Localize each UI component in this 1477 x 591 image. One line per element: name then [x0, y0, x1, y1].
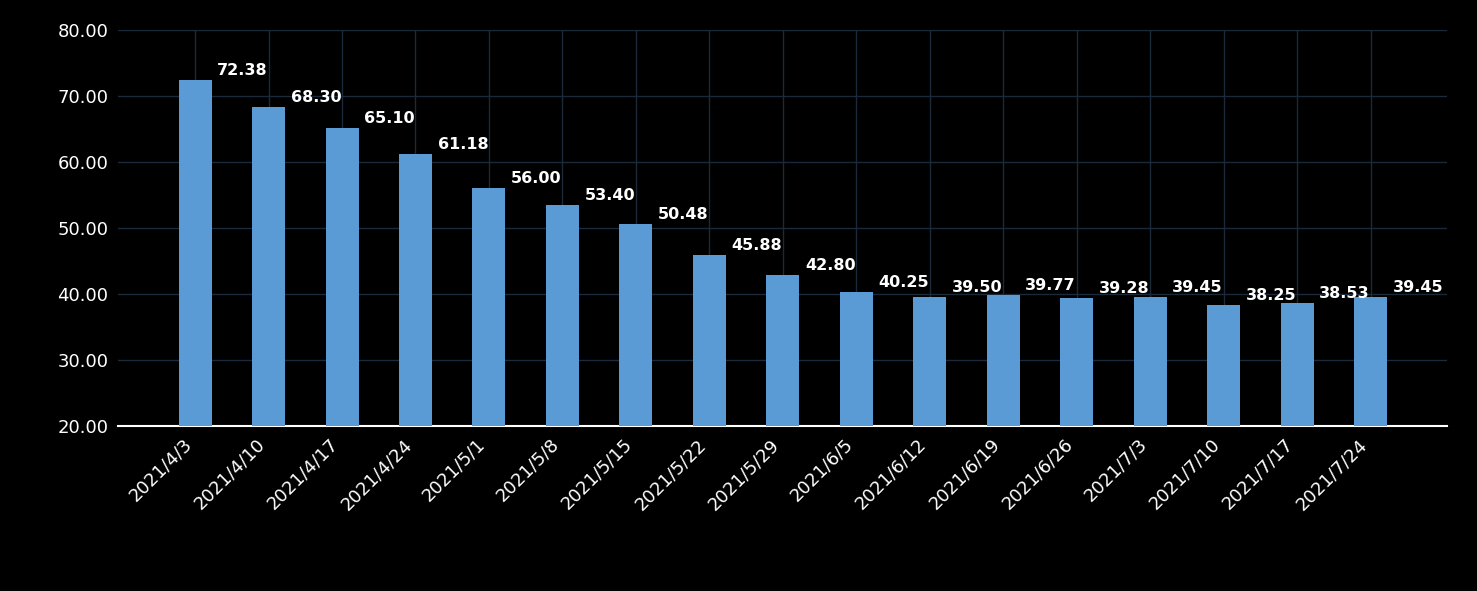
Bar: [253, 107, 285, 557]
Bar: [987, 295, 1019, 557]
Text: 45.88: 45.88: [731, 238, 781, 253]
Text: 61.18: 61.18: [437, 137, 489, 152]
Bar: [767, 275, 799, 557]
Bar: [1207, 305, 1241, 557]
Text: 39.77: 39.77: [1025, 278, 1075, 293]
Text: 40.25: 40.25: [879, 275, 929, 290]
Text: 50.48: 50.48: [657, 207, 709, 222]
Bar: [325, 128, 359, 557]
Bar: [1354, 297, 1387, 557]
Text: 65.10: 65.10: [363, 111, 415, 126]
Text: 38.25: 38.25: [1245, 288, 1297, 303]
Bar: [913, 297, 947, 557]
Bar: [179, 80, 211, 557]
Bar: [1133, 297, 1167, 557]
Text: 39.28: 39.28: [1099, 281, 1149, 296]
Bar: [1060, 298, 1093, 557]
Bar: [840, 292, 873, 557]
Bar: [693, 255, 725, 557]
Text: 42.80: 42.80: [805, 258, 855, 273]
Text: 72.38: 72.38: [217, 63, 267, 78]
Text: 39.50: 39.50: [951, 280, 1003, 295]
Bar: [473, 188, 505, 557]
Bar: [399, 154, 433, 557]
Text: 68.30: 68.30: [291, 90, 341, 105]
Text: 56.00: 56.00: [511, 171, 561, 186]
Text: 53.40: 53.40: [585, 188, 635, 203]
Bar: [619, 225, 653, 557]
Text: 39.45: 39.45: [1393, 280, 1443, 295]
Bar: [1281, 303, 1313, 557]
Text: 38.53: 38.53: [1319, 286, 1369, 301]
Bar: [546, 205, 579, 557]
Text: 39.45: 39.45: [1173, 280, 1223, 295]
